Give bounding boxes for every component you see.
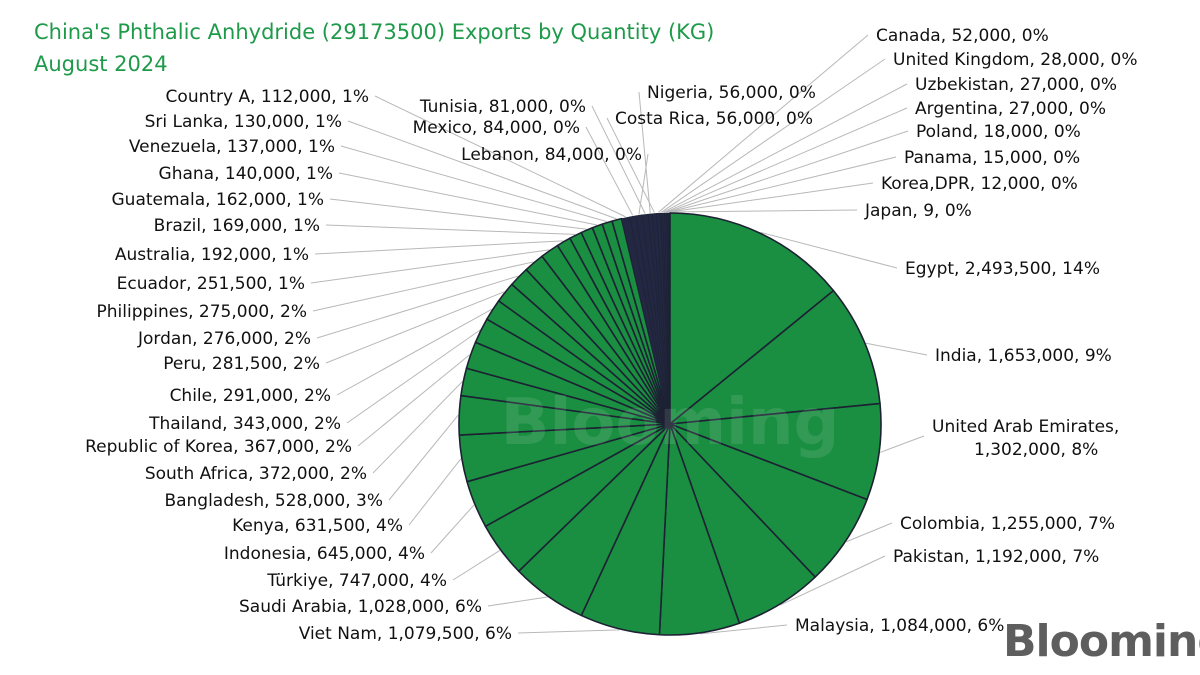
data-label: Country A, 112,000, 1%	[166, 87, 369, 107]
watermark-text: Blooming	[501, 386, 840, 460]
leader-line	[325, 291, 505, 364]
leader-line	[374, 95, 626, 218]
data-label: Ghana, 140,000, 1%	[159, 164, 333, 184]
data-label: Sri Lanka, 130,000, 1%	[145, 112, 342, 132]
brand-logo: Blooming	[1003, 616, 1200, 667]
data-label: United Kingdom, 28,000, 0%	[893, 50, 1138, 70]
data-label: Pakistan, 1,192,000, 7%	[893, 547, 1099, 567]
data-label: Indonesia, 645,000, 4%	[224, 544, 425, 564]
data-label: United Arab Emirates, 1,302,000, 8%	[932, 417, 1119, 460]
data-label: Nigeria, 56,000, 0%	[647, 83, 816, 103]
data-label: Uzbekistan, 27,000, 0%	[915, 75, 1117, 95]
leader-line	[780, 555, 886, 606]
leader-line	[700, 624, 788, 635]
pie-slice-egypt	[669, 212, 835, 425]
leader-line	[357, 354, 470, 447]
leader-line	[372, 381, 463, 474]
chart-title: China's Phthalic Anhydride (29173500) Ex…	[34, 20, 715, 44]
leader-line	[430, 504, 475, 554]
data-label: Korea,DPR, 12,000, 0%	[881, 174, 1078, 194]
data-label: Japan, 9, 0%	[864, 201, 972, 221]
leader-line	[312, 261, 534, 312]
leader-line	[310, 249, 550, 284]
data-label: Bangladesh, 528,000, 3%	[164, 491, 383, 511]
slices-group	[458, 212, 882, 636]
leader-line	[665, 107, 908, 213]
data-label: Kenya, 631,500, 4%	[232, 516, 403, 536]
leader-line	[669, 209, 858, 213]
leader-line	[669, 182, 874, 213]
leader-line	[346, 329, 481, 424]
data-label: Saudi Arabia, 1,028,000, 6%	[239, 597, 482, 617]
data-label: Mexico, 84,000, 0%	[413, 118, 580, 138]
leader-line	[316, 275, 519, 339]
leader-lines-group	[310, 34, 928, 635]
data-label: Poland, 18,000, 0%	[916, 122, 1081, 142]
leader-line	[879, 435, 925, 453]
pie-slice-india	[669, 289, 881, 425]
data-label: Canada, 52,000, 0%	[876, 26, 1049, 46]
leader-line	[658, 34, 869, 213]
leader-line	[760, 231, 898, 269]
data-label: Guatemala, 162,000, 1%	[112, 190, 325, 210]
leader-line	[638, 91, 651, 213]
data-labels-group: Egypt, 2,493,500, 14% India, 1,653,000, 9…	[85, 26, 1137, 644]
leader-line	[606, 117, 655, 213]
leader-line	[667, 130, 909, 213]
data-label: Malaysia, 1,084,000, 6%	[795, 616, 1004, 636]
leader-line	[517, 629, 620, 634]
leader-line	[661, 58, 886, 213]
leader-line	[487, 596, 548, 607]
data-label: South Africa, 372,000, 2%	[145, 464, 367, 484]
data-label: Argentina, 27,000, 0%	[915, 99, 1106, 119]
data-label: Costa Rica, 56,000, 0%	[615, 109, 813, 129]
data-label: Thailand, 343,000, 2%	[148, 414, 341, 434]
data-label: India, 1,653,000, 9%	[935, 346, 1112, 366]
leader-line	[668, 156, 897, 213]
data-label: Australia, 192,000, 1%	[115, 245, 309, 265]
leader-line	[585, 126, 634, 216]
data-label: Panama, 15,000, 0%	[904, 148, 1080, 168]
data-label: Lebanon, 84,000, 0%	[461, 145, 642, 165]
leader-line	[452, 549, 501, 581]
leader-line	[314, 240, 564, 255]
data-label: Chile, 291,000, 2%	[170, 386, 331, 406]
data-label: Philippines, 275,000, 2%	[97, 302, 307, 322]
leader-line	[591, 105, 646, 214]
pie-slice-united-arab-emirates	[669, 402, 882, 501]
data-label: Brazil, 169,000, 1%	[154, 216, 320, 236]
leader-line	[388, 414, 459, 501]
leader-line	[865, 342, 928, 356]
data-label: Colombia, 1,255,000, 7%	[900, 514, 1115, 534]
leader-line	[846, 522, 893, 543]
data-label: Türkiye, 747,000, 4%	[266, 571, 447, 591]
leader-line	[340, 145, 608, 223]
leader-line	[336, 308, 492, 396]
data-label-line: 1,302,000, 8%	[974, 440, 1098, 460]
leader-line	[338, 172, 598, 226]
leader-line	[408, 458, 462, 526]
brand-logo-text: Blooming	[1003, 616, 1200, 667]
data-label-line: United Arab Emirates,	[932, 417, 1119, 437]
data-label: Jordan, 276,000, 2%	[137, 329, 311, 349]
leader-line	[663, 83, 908, 213]
data-label: Republic of Korea, 367,000, 2%	[85, 437, 352, 457]
data-label: Peru, 281,500, 2%	[163, 354, 320, 374]
data-label: Venezuela, 137,000, 1%	[129, 137, 335, 157]
data-label: Egypt, 2,493,500, 14%	[905, 259, 1100, 279]
chart-subtitle: August 2024	[34, 52, 168, 76]
leader-line	[325, 224, 576, 235]
data-label: Tunisia, 81,000, 0%	[419, 97, 586, 117]
data-label: Ecuador, 251,500, 1%	[117, 274, 305, 294]
leader-line	[347, 120, 617, 220]
data-label: Viet Nam, 1,079,500, 6%	[299, 624, 512, 644]
leader-line	[329, 198, 587, 230]
